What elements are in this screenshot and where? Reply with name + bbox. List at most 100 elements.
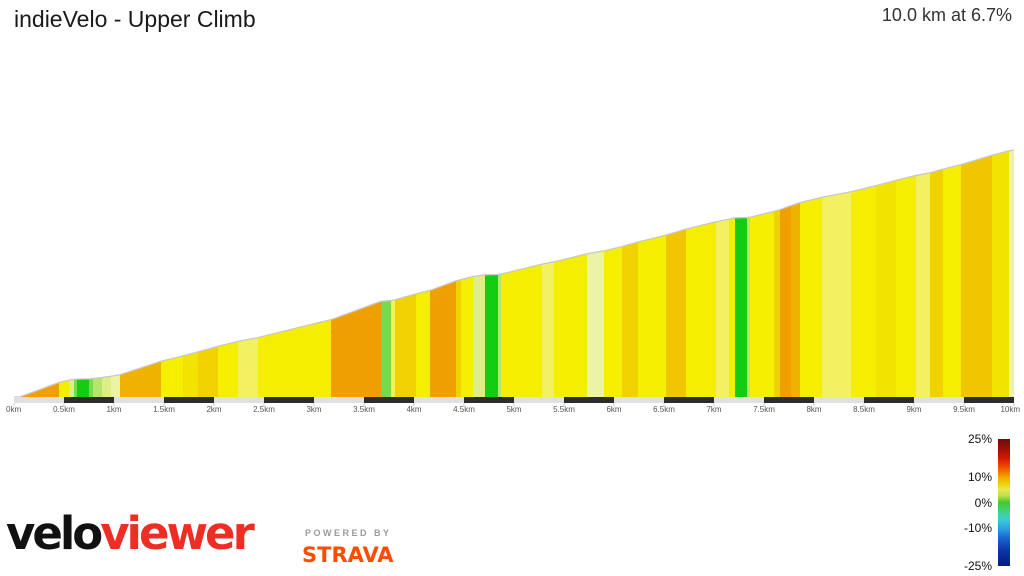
gradient-segment xyxy=(120,361,162,397)
gradient-segment xyxy=(750,211,775,397)
gradient-segment xyxy=(498,274,502,397)
gradient-segment xyxy=(587,250,605,397)
gradient-segment xyxy=(456,279,462,397)
gradient-segment xyxy=(198,346,219,397)
x-axis-label: 0km xyxy=(6,405,21,414)
distance-bar-segment xyxy=(164,397,214,403)
x-axis-label: 6.5km xyxy=(653,405,675,414)
legend-tick-label: 25% xyxy=(967,432,992,446)
climb-summary: 10.0 km at 6.7% xyxy=(881,5,1012,25)
gradient-segment xyxy=(1009,150,1014,397)
x-axis-label: 0.5km xyxy=(53,405,75,414)
gradient-segment xyxy=(822,191,852,397)
legend-tick-label: -25% xyxy=(963,559,992,573)
distance-bar-segment xyxy=(464,397,514,403)
x-axis-label: 3km xyxy=(306,405,321,414)
gradient-segment xyxy=(218,341,239,397)
velo-text: velo xyxy=(6,507,103,560)
gradient-segment xyxy=(74,379,78,397)
gradient-segment xyxy=(395,293,417,397)
gradient-segment xyxy=(735,217,748,397)
gradient-segment xyxy=(800,197,823,397)
profile-outline xyxy=(13,149,1015,398)
x-axis-label: 3.5km xyxy=(353,405,375,414)
distance-bar-segment xyxy=(264,397,314,403)
gradient-segment xyxy=(542,261,555,397)
gradient-segment xyxy=(93,377,103,397)
distance-bar-segment xyxy=(364,397,414,403)
gradient-segment xyxy=(604,246,623,397)
gradient-segment xyxy=(416,290,431,397)
gradient-segment xyxy=(930,169,944,397)
gradient-segment xyxy=(461,276,474,397)
gradient-segment xyxy=(780,205,792,397)
gradient-segment xyxy=(183,351,199,397)
veloviewer-logo: veloviewer xyxy=(6,507,255,560)
x-axis-label: 1km xyxy=(106,405,121,414)
gradient-segment xyxy=(102,376,112,397)
distance-bar-segment xyxy=(564,397,614,403)
gradient-segment xyxy=(666,229,687,397)
x-axis-label: 4km xyxy=(406,405,421,414)
gradient-segment xyxy=(916,172,931,397)
gradient-segment xyxy=(391,299,396,397)
gradient-segment xyxy=(430,280,457,397)
gradient-segment xyxy=(485,274,499,397)
x-axis-label: 9.5km xyxy=(953,405,975,414)
gradient-segment xyxy=(896,175,917,397)
distance-bar-segment xyxy=(764,397,814,403)
gradient-segment xyxy=(554,253,588,397)
gradient-segment xyxy=(686,221,717,397)
gradient-segment xyxy=(747,217,751,397)
gradient-segment xyxy=(89,378,94,397)
distance-bar-segment xyxy=(964,397,1014,403)
gradient-segment xyxy=(238,337,259,397)
gradient-segment xyxy=(716,219,730,397)
x-axis-label: 9km xyxy=(906,405,921,414)
gradient-segment xyxy=(77,378,90,397)
gradient-segment xyxy=(943,164,962,397)
chart-title: indieVelo - Upper Climb xyxy=(14,6,256,32)
gradient-segment xyxy=(473,274,486,397)
gradient-segment xyxy=(161,355,184,397)
x-axis-label: 5km xyxy=(506,405,521,414)
x-axis-label: 2km xyxy=(206,405,221,414)
legend-tick-label: -10% xyxy=(963,520,992,535)
distance-bar-segment xyxy=(664,397,714,403)
gradient-segment xyxy=(331,301,382,397)
gradient-segment xyxy=(638,235,667,397)
legend-tick-label: 10% xyxy=(967,470,992,485)
gradient-segment xyxy=(992,150,1010,397)
x-axis-label: 7.5km xyxy=(753,405,775,414)
x-axis-label: 6km xyxy=(606,405,621,414)
gradient-segment xyxy=(876,180,897,397)
x-axis-label: 7km xyxy=(706,405,721,414)
x-axis-label: 10km xyxy=(1000,405,1020,414)
gradient-segment xyxy=(622,242,639,397)
distance-bar-segment xyxy=(64,397,114,403)
gradient-segment xyxy=(791,202,801,397)
gradient-segment xyxy=(961,155,993,397)
gradient-segment xyxy=(774,209,781,397)
x-axis-label: 5.5km xyxy=(553,405,575,414)
x-axis-label: 4.5km xyxy=(453,405,475,414)
legend-tick-label: 0% xyxy=(974,495,992,510)
gradient-segment xyxy=(258,319,332,397)
x-axis-label: 8.5km xyxy=(853,405,875,414)
strava-logo: STRAVA xyxy=(302,543,394,567)
gradient-segment xyxy=(381,300,392,397)
gradient-segment xyxy=(59,380,70,397)
x-axis-label: 1.5km xyxy=(153,405,175,414)
gradient-segment xyxy=(851,185,877,397)
x-axis-label: 8km xyxy=(806,405,821,414)
gradient-legend-bar xyxy=(998,439,1010,566)
gradient-segment xyxy=(111,374,121,397)
x-axis-label: 2.5km xyxy=(253,405,275,414)
powered-by-label: POWERED BY xyxy=(305,528,392,538)
gradient-segment xyxy=(69,379,75,397)
distance-bar-segment xyxy=(864,397,914,403)
gradient-segment xyxy=(729,217,736,397)
viewer-text: viewer xyxy=(100,507,255,560)
